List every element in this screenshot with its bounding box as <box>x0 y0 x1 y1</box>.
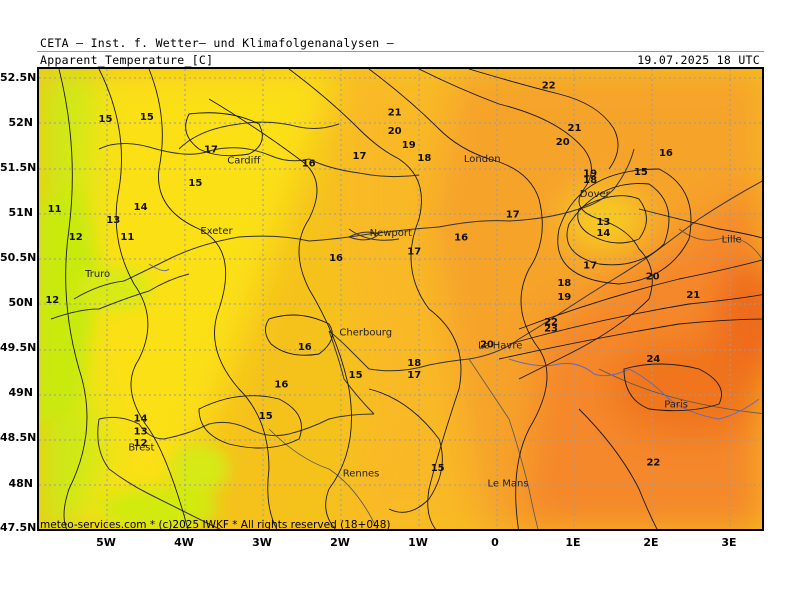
city-label: Rennes <box>343 468 380 479</box>
contour-label: 11 <box>48 204 62 215</box>
coastlines <box>50 121 762 529</box>
contour-label: 15 <box>188 178 202 189</box>
lon-label: 1W <box>408 536 428 549</box>
lon-label: 4W <box>174 536 194 549</box>
contour-label: 21 <box>388 107 402 118</box>
city-label: Truro <box>84 269 110 280</box>
lat-label: 48N <box>8 477 33 490</box>
city-label: Lille <box>722 235 742 246</box>
rivers <box>148 263 760 420</box>
contour-label: 18 <box>407 358 421 369</box>
contour-label: 12 <box>45 295 59 306</box>
contour-label: 13 <box>596 217 610 228</box>
city-label: Paris <box>664 400 688 411</box>
copyright-footer: meteo-services.com * (c)2025 IWKF * All … <box>40 519 391 531</box>
city-label: Brest <box>128 442 154 453</box>
temperature-field <box>39 69 762 529</box>
contour-label: 14 <box>134 414 148 425</box>
contour-label: 12 <box>69 232 83 243</box>
city-labels: Cardiff London Dover Exeter Newport Truro Lill… <box>84 154 742 490</box>
country-borders <box>268 228 762 529</box>
contour-label: 19 <box>557 292 571 303</box>
contour-label: 19 <box>583 169 597 180</box>
lon-label: 2W <box>330 536 350 549</box>
contour-label: 13 <box>106 215 120 226</box>
contour-label: 16 <box>329 253 343 264</box>
contour-label: 16 <box>274 379 288 390</box>
city-label: London <box>464 154 501 165</box>
lon-label: 3E <box>721 536 737 549</box>
contour-label: 12 <box>134 438 148 449</box>
contour-label: 17 <box>583 261 597 272</box>
contour-label: 21 <box>686 290 700 301</box>
contour-label: 18 <box>417 153 431 164</box>
valid-time: 19.07.2025 18 UTC <box>637 53 760 67</box>
contour-label: 16 <box>302 158 316 169</box>
contour-label: 15 <box>98 114 112 125</box>
city-label: Cardiff <box>227 156 261 167</box>
contour-label: 23 <box>544 324 558 335</box>
contour-label: 18 <box>583 175 597 186</box>
contour-label: 15 <box>634 167 648 178</box>
lat-label: 52N <box>8 116 33 129</box>
contour-label: 15 <box>349 370 363 381</box>
lat-label: 48.5N <box>0 431 37 444</box>
lat-label: 50.5N <box>0 251 37 264</box>
city-label: Le Mans <box>488 479 529 490</box>
contour-label: 17 <box>407 247 421 258</box>
lon-label: 5W <box>96 536 116 549</box>
contour-label: 17 <box>353 151 367 162</box>
lon-label: 3W <box>252 536 272 549</box>
lon-label: 2E <box>643 536 659 549</box>
contour-label: 19 <box>402 140 416 151</box>
lat-label: 47.5N <box>0 521 37 534</box>
lat-label: 51N <box>8 206 33 219</box>
contour-label: 14 <box>596 228 610 239</box>
contour-label: 16 <box>454 233 468 244</box>
header-divider <box>37 51 764 52</box>
contour-label: 16 <box>659 148 673 159</box>
contour-label: 15 <box>431 463 445 474</box>
city-label: Newport <box>370 228 412 239</box>
contour-label: 22 <box>542 80 556 91</box>
contour-labels: 15 15171617212019182221201615191815141312… <box>45 80 700 473</box>
contour-label: 17 <box>407 370 421 381</box>
contour-label: 20 <box>556 137 570 148</box>
contour-label: 22 <box>544 317 558 328</box>
city-label: Dover <box>580 189 611 200</box>
contour-label: 17 <box>204 145 218 156</box>
city-label: Cherbourg <box>339 327 392 338</box>
contour-label: 14 <box>134 202 148 213</box>
contour-label: 20 <box>646 272 660 283</box>
lat-label: 49.5N <box>0 341 37 354</box>
temperature-map: 15 15171617212019182221201615191815141312… <box>39 69 762 529</box>
contour-label: 21 <box>568 123 582 134</box>
city-label: Le Havre <box>478 340 522 351</box>
lat-label: 52.5N <box>0 71 37 84</box>
isotherm-lines <box>58 69 762 529</box>
lat-label: 50N <box>8 296 33 309</box>
contour-label: 22 <box>646 457 660 468</box>
contour-label: 16 <box>298 342 312 353</box>
contour-label: 20 <box>480 339 494 350</box>
contour-label: 18 <box>557 278 571 289</box>
contour-label: 24 <box>646 354 660 365</box>
lat-label: 49N <box>8 386 33 399</box>
contour-label: 20 <box>388 126 402 137</box>
contour-label: 13 <box>134 427 148 438</box>
contour-label: 15 <box>259 411 273 422</box>
variable-title: Apparent_Temperature_[C] <box>40 53 214 67</box>
lon-label: 1E <box>565 536 581 549</box>
contour-label: 11 <box>120 232 134 243</box>
map-panel: 15 15 17 16 17 21 20 19 18 22 21 20 16 15 19 18 15 14 13 12… <box>37 67 764 531</box>
lon-label: 0 <box>491 536 499 549</box>
contour-label: 17 <box>506 209 520 220</box>
lat-label: 51.5N <box>0 161 37 174</box>
contour-label: 15 <box>140 112 154 123</box>
city-label: Exeter <box>200 226 233 237</box>
model-header: CETA — Inst. f. Wetter— und Klimafolgena… <box>40 36 394 50</box>
